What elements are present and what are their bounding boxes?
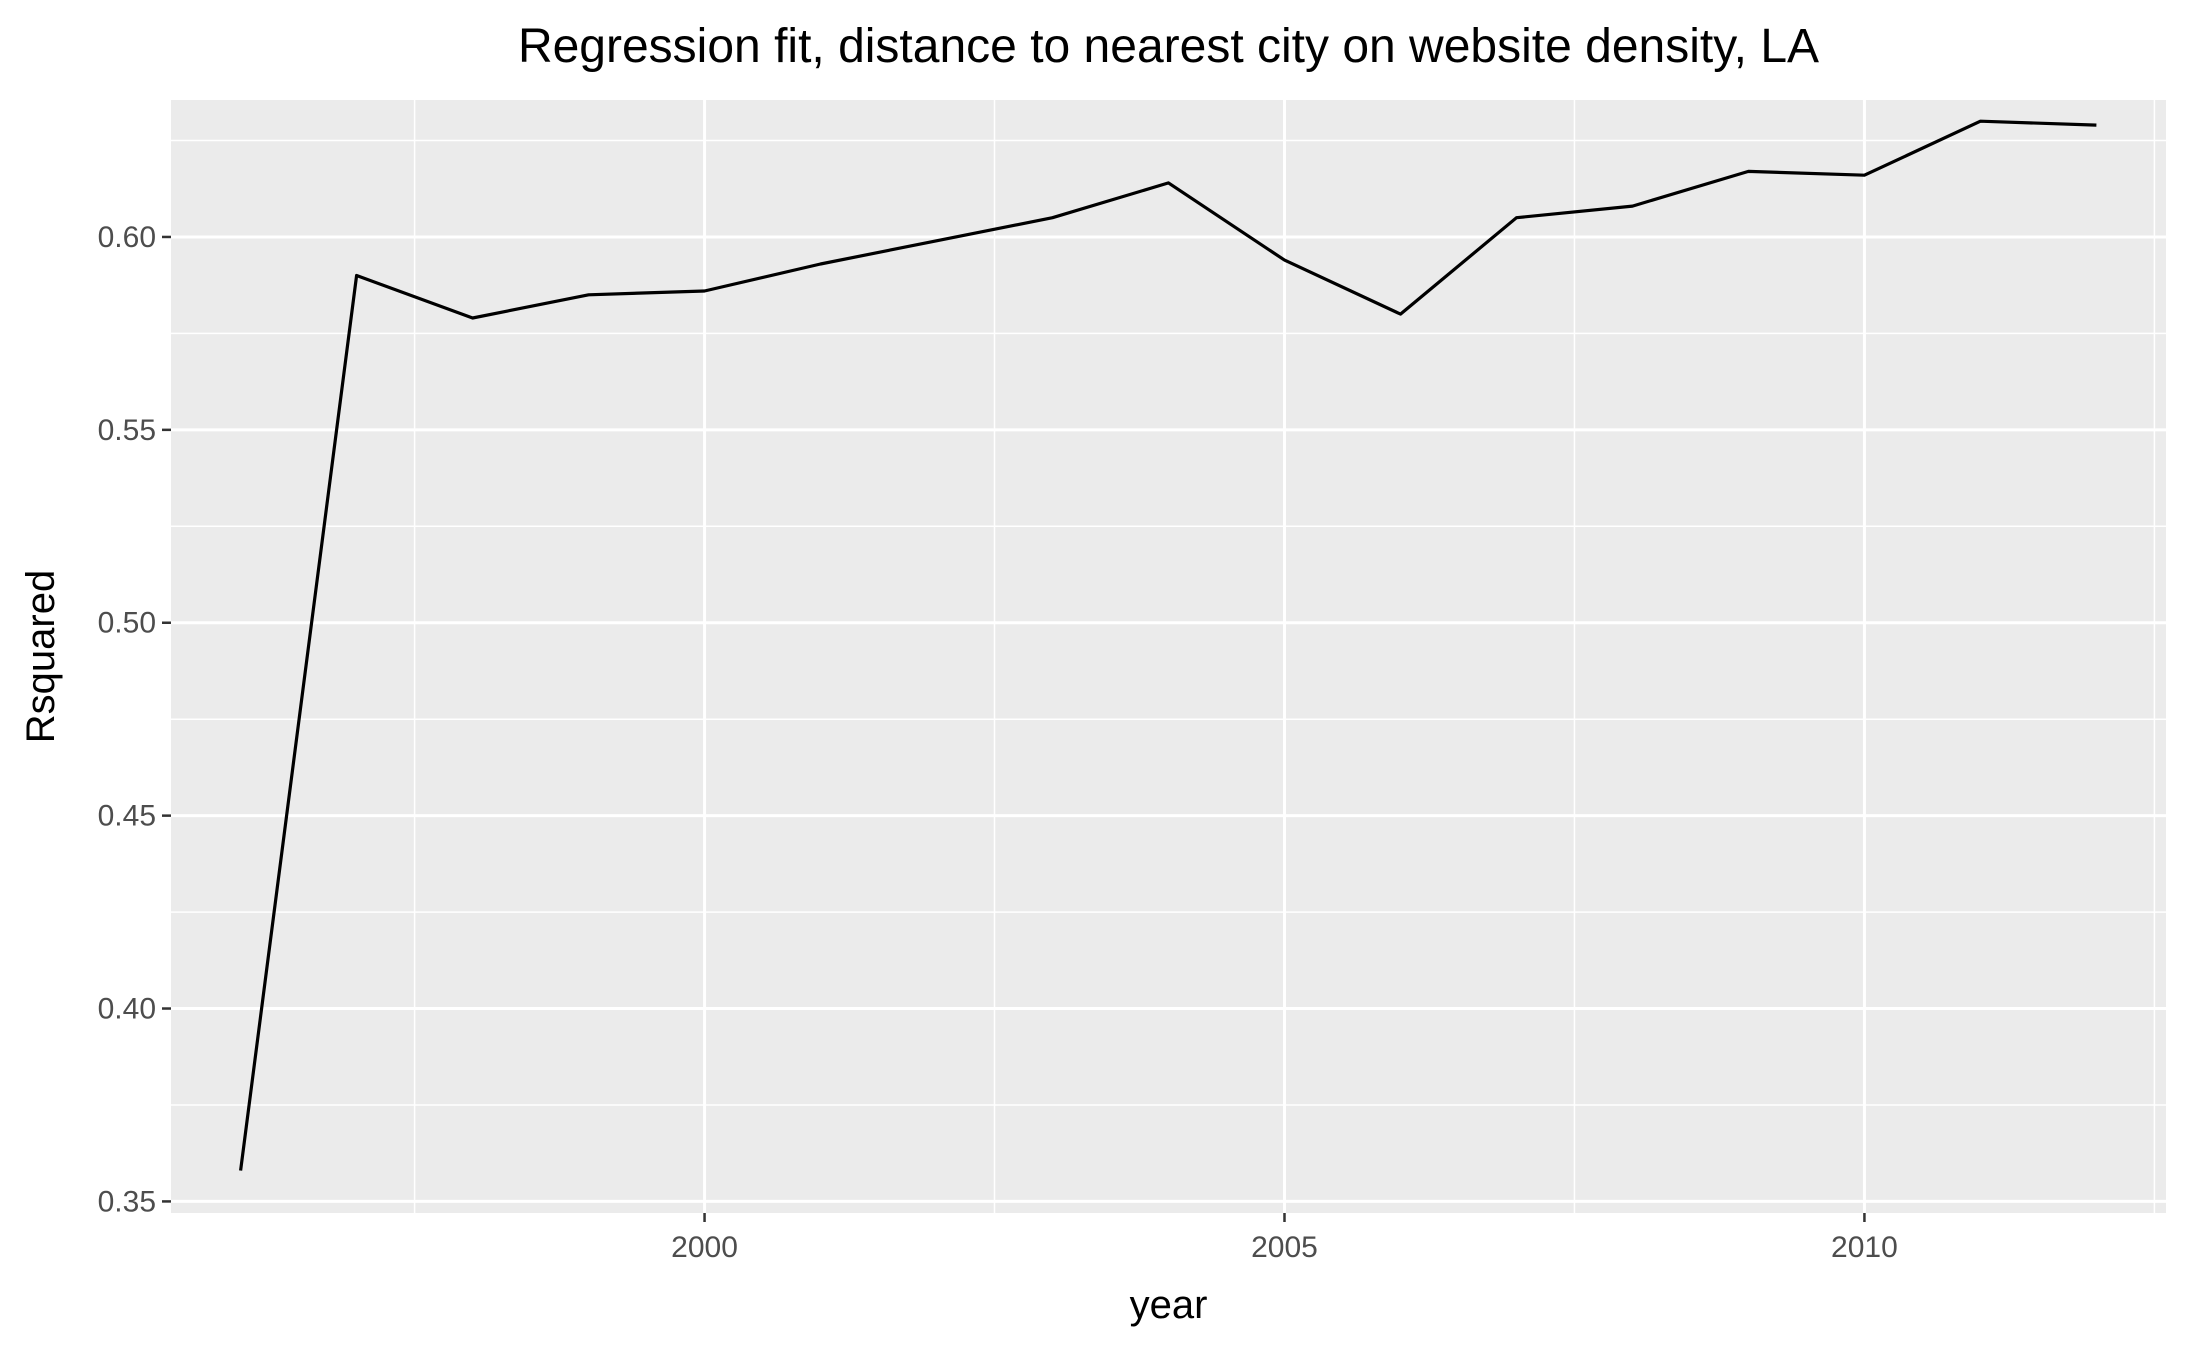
y-tick-label: 0.45	[98, 800, 156, 833]
tick-labels: 2000 2005 2010 0.35 0.40 0.45 0.50 0.55 0.60	[98, 221, 1898, 1264]
y-tick-label: 0.60	[98, 221, 156, 254]
y-tick-label: 0.55	[98, 414, 156, 447]
major-gridlines	[171, 100, 2166, 1213]
chart-title: Regression fit, distance to nearest city…	[518, 20, 1819, 73]
x-tick-label: 2010	[1831, 1231, 1898, 1264]
series-line	[239, 119, 2097, 1171]
x-tick-label: 2005	[1251, 1231, 1318, 1264]
x-tick-label: 2000	[671, 1231, 738, 1264]
y-axis-title: Rsquared	[19, 570, 63, 743]
y-tick-label: 0.50	[98, 607, 156, 640]
y-tick-label: 0.40	[98, 993, 156, 1026]
axis-ticks	[162, 235, 1866, 1222]
y-tick-label: 0.35	[98, 1185, 156, 1218]
x-axis-title: year	[1130, 1283, 1208, 1327]
plot-panel	[171, 100, 2166, 1213]
minor-gridlines	[171, 100, 2166, 1213]
series-layer	[239, 119, 2097, 1171]
